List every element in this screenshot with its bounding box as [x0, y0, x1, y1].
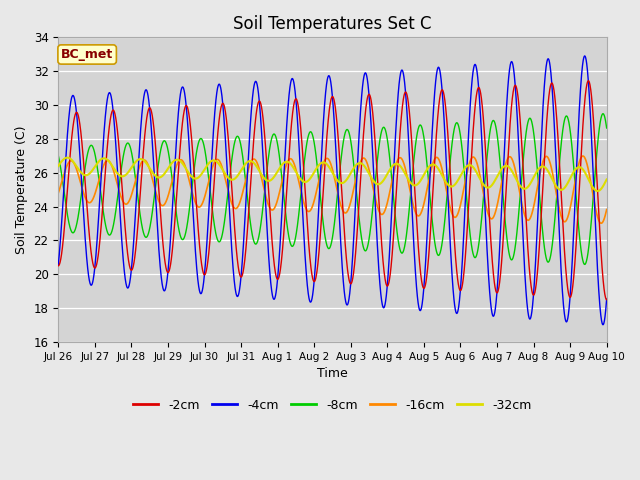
-32cm	[265, 178, 273, 184]
-16cm	[579, 153, 587, 159]
-4cm	[603, 296, 611, 302]
-2cm	[592, 159, 600, 165]
-32cm	[592, 188, 600, 193]
-2cm	[533, 276, 541, 282]
-8cm	[603, 125, 611, 131]
-16cm	[117, 193, 125, 199]
-16cm	[289, 157, 296, 163]
-16cm	[597, 220, 605, 226]
-2cm	[117, 167, 125, 173]
-32cm	[54, 163, 62, 169]
-2cm	[54, 263, 62, 269]
Line: -4cm: -4cm	[58, 56, 607, 324]
-8cm	[533, 160, 541, 166]
-2cm	[603, 297, 611, 302]
Text: BC_met: BC_met	[61, 48, 113, 61]
-4cm	[265, 252, 273, 258]
Title: Soil Temperatures Set C: Soil Temperatures Set C	[233, 15, 432, 33]
-4cm	[533, 235, 541, 241]
-8cm	[265, 154, 273, 159]
-32cm	[117, 173, 125, 179]
-32cm	[594, 188, 602, 194]
-32cm	[603, 177, 611, 182]
-16cm	[603, 206, 611, 212]
-32cm	[289, 163, 296, 169]
Line: -8cm: -8cm	[58, 114, 607, 264]
-4cm	[117, 223, 125, 229]
-4cm	[599, 322, 607, 327]
-16cm	[265, 203, 273, 208]
-2cm	[584, 78, 592, 84]
-2cm	[265, 188, 273, 193]
-32cm	[150, 171, 157, 177]
-4cm	[54, 262, 62, 268]
-16cm	[54, 190, 62, 196]
Line: -2cm: -2cm	[58, 81, 607, 300]
-8cm	[599, 111, 607, 117]
Line: -16cm: -16cm	[58, 156, 607, 223]
-16cm	[592, 208, 600, 214]
-8cm	[289, 243, 296, 249]
-16cm	[533, 188, 541, 193]
-8cm	[117, 169, 125, 175]
Line: -32cm: -32cm	[58, 157, 607, 191]
-8cm	[54, 153, 62, 158]
-8cm	[592, 159, 600, 165]
-16cm	[150, 180, 157, 186]
-32cm	[533, 168, 541, 174]
Legend: -2cm, -4cm, -8cm, -16cm, -32cm: -2cm, -4cm, -8cm, -16cm, -32cm	[128, 394, 536, 417]
-4cm	[289, 76, 296, 82]
-2cm	[289, 113, 296, 119]
-4cm	[592, 236, 600, 242]
-32cm	[63, 155, 71, 160]
-4cm	[581, 53, 589, 59]
X-axis label: Time: Time	[317, 367, 348, 380]
-2cm	[150, 120, 157, 126]
-8cm	[581, 262, 589, 267]
-4cm	[150, 156, 157, 162]
Y-axis label: Soil Temperature (C): Soil Temperature (C)	[15, 125, 28, 254]
-8cm	[150, 202, 157, 207]
